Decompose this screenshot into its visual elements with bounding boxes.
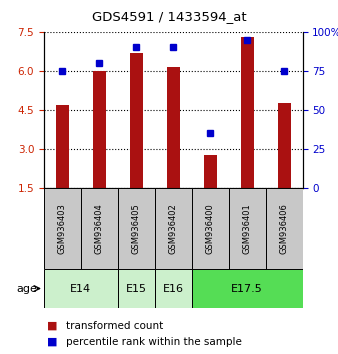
Bar	[118, 269, 155, 308]
Text: GDS4591 / 1433594_at: GDS4591 / 1433594_at	[92, 10, 246, 23]
Bar	[44, 269, 118, 308]
Bar	[241, 37, 254, 188]
Text: ■: ■	[47, 337, 58, 347]
Bar	[192, 269, 303, 308]
Bar	[155, 188, 192, 269]
Bar	[81, 188, 118, 269]
Text: E15: E15	[126, 284, 147, 293]
Text: GSM936403: GSM936403	[58, 203, 67, 254]
Text: ■: ■	[47, 321, 58, 331]
Bar	[44, 188, 81, 269]
Bar	[155, 269, 192, 308]
Bar	[277, 103, 290, 188]
Bar	[266, 188, 303, 269]
Text: GSM936400: GSM936400	[206, 203, 215, 254]
Bar	[192, 188, 228, 269]
Text: E14: E14	[70, 284, 92, 293]
Bar	[130, 53, 143, 188]
Text: age: age	[16, 284, 37, 293]
Text: GSM936406: GSM936406	[280, 203, 289, 254]
Text: GSM936402: GSM936402	[169, 203, 178, 254]
Bar	[118, 188, 155, 269]
Text: GSM936405: GSM936405	[132, 203, 141, 254]
Bar	[228, 188, 266, 269]
Bar	[204, 155, 217, 188]
Bar	[167, 67, 180, 188]
Text: GSM936404: GSM936404	[95, 203, 104, 254]
Text: E17.5: E17.5	[231, 284, 263, 293]
Bar	[93, 71, 106, 188]
Text: transformed count: transformed count	[66, 321, 163, 331]
Text: E16: E16	[163, 284, 184, 293]
Text: percentile rank within the sample: percentile rank within the sample	[66, 337, 242, 347]
Text: GSM936401: GSM936401	[243, 203, 251, 254]
Bar	[56, 104, 69, 188]
